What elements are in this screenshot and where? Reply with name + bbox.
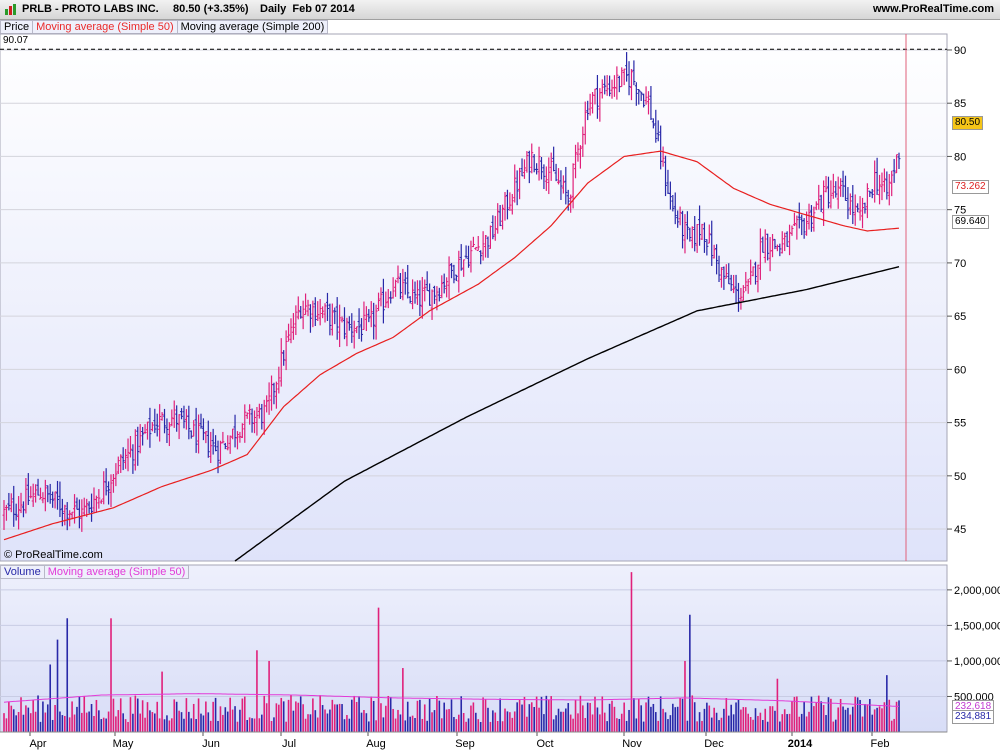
axis-labels: 45505560657075808590500,0001,000,0001,50… xyxy=(0,45,1000,750)
last-change: 80.50 (+3.35%) xyxy=(173,3,249,15)
legend-volume[interactable]: Volume xyxy=(0,565,45,579)
volume-tick-label: 1,000,000 xyxy=(954,656,1000,668)
sma50-tag: 73.262 xyxy=(952,180,989,194)
time-tick-label: Oct xyxy=(536,738,553,750)
time-tick-label: Jul xyxy=(282,738,296,750)
time-tick-label: May xyxy=(113,738,134,750)
legend-sma200[interactable]: Moving average (Simple 200) xyxy=(177,20,329,34)
price-tick-label: 65 xyxy=(954,311,966,323)
ticker-title: PRLB - PROTO LABS INC. xyxy=(22,3,159,15)
last-price-tag: 80.50 xyxy=(952,116,984,130)
volume-tick-label: 1,500,000 xyxy=(954,620,1000,632)
price-tick-label: 75 xyxy=(954,205,966,217)
price-tick-label: 85 xyxy=(954,98,966,110)
time-tick-label: Jun xyxy=(202,738,220,750)
moving-average-lines xyxy=(3,150,900,707)
volume-tick-label: 2,000,000 xyxy=(954,585,1000,597)
volume-legend: Volume Moving average (Simple 50) xyxy=(0,565,190,579)
period-label: Daily Feb 07 2014 xyxy=(260,3,355,15)
legend-volume-ma[interactable]: Moving average (Simple 50) xyxy=(44,565,190,579)
time-tick-label: Aug xyxy=(366,738,386,750)
price-panel-bg xyxy=(0,33,948,562)
title-bar: PRLB - PROTO LABS INC. 80.50 (+3.35%) Da… xyxy=(0,0,1000,20)
price-tick-label: 80 xyxy=(954,151,966,163)
price-tick-label: 55 xyxy=(954,418,966,430)
time-tick-label: Apr xyxy=(29,738,46,750)
chart-logo-icon xyxy=(5,4,16,15)
time-tick-label: Nov xyxy=(622,738,642,750)
time-tick-label: 2014 xyxy=(788,738,813,750)
time-tick-label: Dec xyxy=(704,738,724,750)
sma50-line xyxy=(3,150,900,541)
high-line-label: 90.07 xyxy=(3,35,29,46)
volume-ma-line xyxy=(3,693,900,707)
time-tick-label: Feb xyxy=(871,738,890,750)
time-tick-label: Sep xyxy=(455,738,475,750)
price-tick-label: 45 xyxy=(954,524,966,536)
price-tick-label: 70 xyxy=(954,258,966,270)
price-tick-label: 90 xyxy=(954,45,966,57)
sma200-line xyxy=(234,266,900,562)
volume-bars xyxy=(3,572,900,732)
sma200-tag: 69.640 xyxy=(952,215,989,229)
copyright-label: © ProRealTime.com xyxy=(4,549,103,561)
site-link[interactable]: www.ProRealTime.com xyxy=(872,3,994,15)
price-tick-label: 60 xyxy=(954,364,966,376)
volume-last-tag: 234,881 xyxy=(952,710,995,724)
price-bars xyxy=(2,52,901,532)
price-tick-label: 50 xyxy=(954,471,966,483)
